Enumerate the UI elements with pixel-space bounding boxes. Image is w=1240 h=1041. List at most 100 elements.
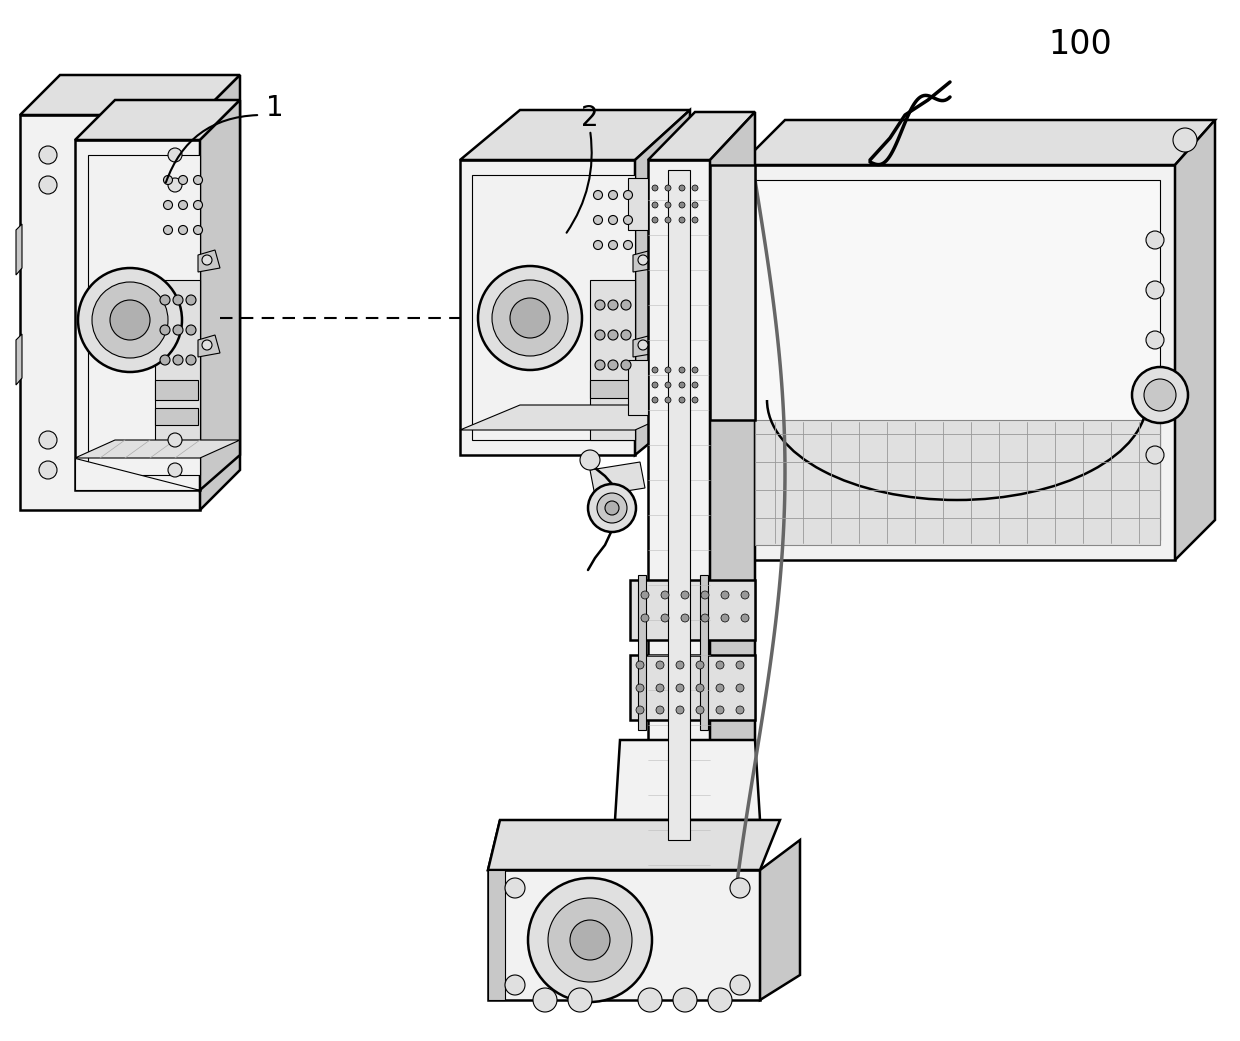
Circle shape [641, 614, 649, 623]
Circle shape [680, 202, 684, 208]
Circle shape [696, 684, 704, 692]
Circle shape [164, 201, 172, 209]
Circle shape [167, 148, 182, 162]
Polygon shape [760, 840, 800, 1000]
Circle shape [38, 431, 57, 449]
Circle shape [1146, 281, 1164, 299]
Circle shape [609, 240, 618, 250]
Circle shape [680, 217, 684, 223]
Circle shape [193, 226, 202, 234]
Circle shape [1132, 367, 1188, 423]
Circle shape [680, 367, 684, 373]
Circle shape [580, 450, 600, 469]
Circle shape [652, 397, 658, 403]
Polygon shape [16, 334, 22, 385]
Circle shape [676, 706, 684, 714]
Circle shape [609, 215, 618, 225]
Circle shape [652, 217, 658, 223]
Polygon shape [632, 250, 657, 272]
Circle shape [202, 255, 212, 265]
Circle shape [492, 280, 568, 356]
Circle shape [652, 382, 658, 388]
Circle shape [179, 226, 187, 234]
Circle shape [680, 185, 684, 191]
Circle shape [696, 661, 704, 669]
Circle shape [681, 591, 689, 599]
Polygon shape [155, 280, 200, 440]
Circle shape [661, 614, 670, 623]
Circle shape [202, 340, 212, 350]
Polygon shape [16, 224, 22, 275]
Circle shape [548, 898, 632, 982]
Circle shape [742, 614, 749, 623]
Circle shape [528, 878, 652, 1002]
Circle shape [639, 340, 649, 350]
Circle shape [665, 367, 671, 373]
Circle shape [594, 215, 603, 225]
Polygon shape [711, 112, 755, 920]
Circle shape [38, 461, 57, 479]
Polygon shape [460, 110, 689, 160]
Circle shape [641, 591, 649, 599]
Polygon shape [701, 575, 708, 730]
Circle shape [737, 661, 744, 669]
Circle shape [730, 975, 750, 995]
Polygon shape [500, 820, 760, 870]
Circle shape [160, 325, 170, 335]
Circle shape [665, 185, 671, 191]
Circle shape [737, 706, 744, 714]
Polygon shape [627, 360, 649, 415]
Polygon shape [155, 380, 198, 400]
Circle shape [595, 300, 605, 310]
Circle shape [167, 433, 182, 447]
Circle shape [692, 202, 698, 208]
Circle shape [676, 661, 684, 669]
Circle shape [568, 988, 591, 1012]
Circle shape [1146, 331, 1164, 349]
Polygon shape [740, 120, 1215, 166]
Polygon shape [627, 178, 649, 230]
Circle shape [594, 240, 603, 250]
Circle shape [186, 295, 196, 305]
Polygon shape [711, 178, 740, 230]
Circle shape [636, 661, 644, 669]
Circle shape [92, 282, 167, 358]
Circle shape [186, 355, 196, 365]
Polygon shape [630, 580, 755, 640]
Polygon shape [668, 170, 689, 840]
Circle shape [673, 988, 697, 1012]
Circle shape [594, 191, 603, 200]
Circle shape [110, 300, 150, 340]
Circle shape [608, 300, 618, 310]
Polygon shape [711, 360, 755, 415]
Circle shape [661, 591, 670, 599]
Circle shape [608, 360, 618, 370]
Circle shape [676, 684, 684, 692]
Circle shape [656, 684, 663, 692]
Circle shape [621, 330, 631, 340]
Polygon shape [489, 820, 780, 870]
Polygon shape [198, 335, 219, 357]
Polygon shape [590, 280, 635, 440]
Circle shape [605, 501, 619, 515]
Circle shape [38, 146, 57, 164]
Circle shape [533, 988, 557, 1012]
Circle shape [608, 330, 618, 340]
Circle shape [193, 176, 202, 184]
Circle shape [609, 191, 618, 200]
Circle shape [652, 202, 658, 208]
Circle shape [715, 706, 724, 714]
Circle shape [708, 988, 732, 1012]
Circle shape [160, 355, 170, 365]
Circle shape [1145, 379, 1176, 411]
Circle shape [742, 591, 749, 599]
Polygon shape [74, 139, 200, 490]
Circle shape [505, 878, 525, 898]
Polygon shape [489, 870, 505, 1000]
Polygon shape [740, 166, 1176, 560]
Polygon shape [198, 250, 219, 272]
Polygon shape [200, 100, 241, 490]
Polygon shape [639, 575, 646, 730]
Polygon shape [649, 112, 755, 160]
Polygon shape [155, 408, 198, 425]
